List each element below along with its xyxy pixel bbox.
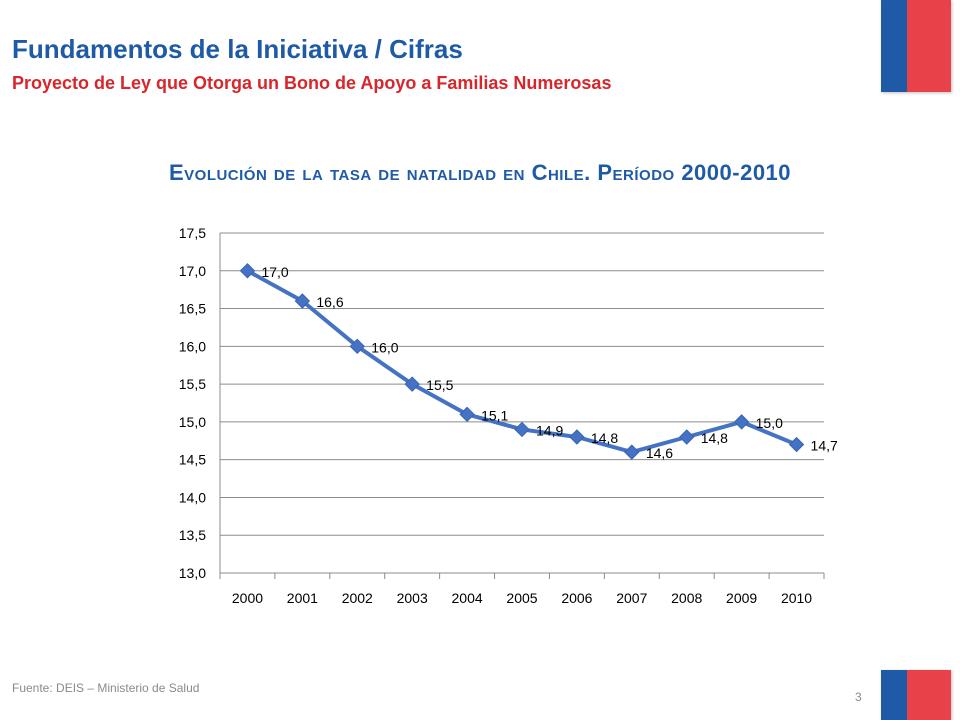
chart-title: Evolución de la tasa de natalidad en Chi… <box>168 160 792 185</box>
y-tick-label: 15,0 <box>179 414 206 430</box>
data-point <box>459 406 475 423</box>
x-tick-label: 2004 <box>452 590 483 606</box>
data-point <box>514 421 530 438</box>
data-point <box>679 429 695 445</box>
flag-blue-stripe <box>881 0 907 92</box>
data-label: 14,9 <box>536 422 563 438</box>
data-label: 14,6 <box>646 445 673 461</box>
data-label: 17,0 <box>261 264 288 280</box>
y-tick-label: 13,5 <box>179 527 206 543</box>
birth-rate-line-chart: 13,0 13,5 14,0 14,5 15,0 15,5 16,0 16,5 17,0 17,5… <box>179 225 838 606</box>
data-label: 15,0 <box>756 415 783 431</box>
data-point <box>294 293 311 309</box>
data-label: 14,7 <box>811 438 838 454</box>
data-point <box>404 376 420 392</box>
x-tick-label: 2010 <box>781 590 812 606</box>
x-tick-label: 2001 <box>287 590 318 606</box>
x-tick-label: 2009 <box>726 590 757 606</box>
y-tick-label: 14,5 <box>179 452 206 468</box>
data-point <box>239 263 256 279</box>
data-label: 14,8 <box>591 430 618 446</box>
x-tick-label: 2008 <box>671 590 702 606</box>
flag-red-stripe <box>907 0 951 92</box>
y-tick-label: 16,5 <box>179 301 206 317</box>
data-label: 16,6 <box>316 294 343 310</box>
page-number: 3 <box>855 690 862 704</box>
chile-flag-bottom <box>881 670 951 720</box>
x-tick-label: 2005 <box>506 590 537 606</box>
page-subtitle: Proyecto de Ley que Otorga un Bono de Ap… <box>12 73 612 93</box>
y-tick-label: 15,5 <box>179 376 206 392</box>
data-label: 14,8 <box>701 430 728 446</box>
data-point <box>788 436 805 453</box>
data-point <box>569 429 585 445</box>
y-tick-label: 17,0 <box>179 263 206 279</box>
data-label: 16,0 <box>371 339 398 355</box>
y-tick-label: 17,5 <box>179 225 206 241</box>
data-point <box>349 338 365 355</box>
x-tick-label: 2003 <box>397 590 428 606</box>
flag-blue-stripe <box>881 670 907 720</box>
y-tick-label: 16,0 <box>179 338 206 354</box>
y-tick-label: 13,0 <box>179 565 206 581</box>
flag-red-stripe <box>907 670 951 720</box>
source-note: Fuente: DEIS – Ministerio de Salud <box>12 681 200 695</box>
x-tick-label: 2006 <box>561 590 592 606</box>
x-tick-label: 2000 <box>232 590 263 606</box>
data-label: 15,5 <box>426 377 453 393</box>
page-title: Fundamentos de la Iniciativa / Cifras <box>12 34 463 64</box>
data-label: 15,1 <box>481 407 508 423</box>
x-tick-label: 2002 <box>342 590 373 606</box>
data-point <box>733 414 750 430</box>
y-tick-label: 14,0 <box>179 489 206 505</box>
data-point <box>624 444 640 460</box>
chile-flag-top <box>881 0 951 92</box>
x-tick-label: 2007 <box>616 590 647 606</box>
